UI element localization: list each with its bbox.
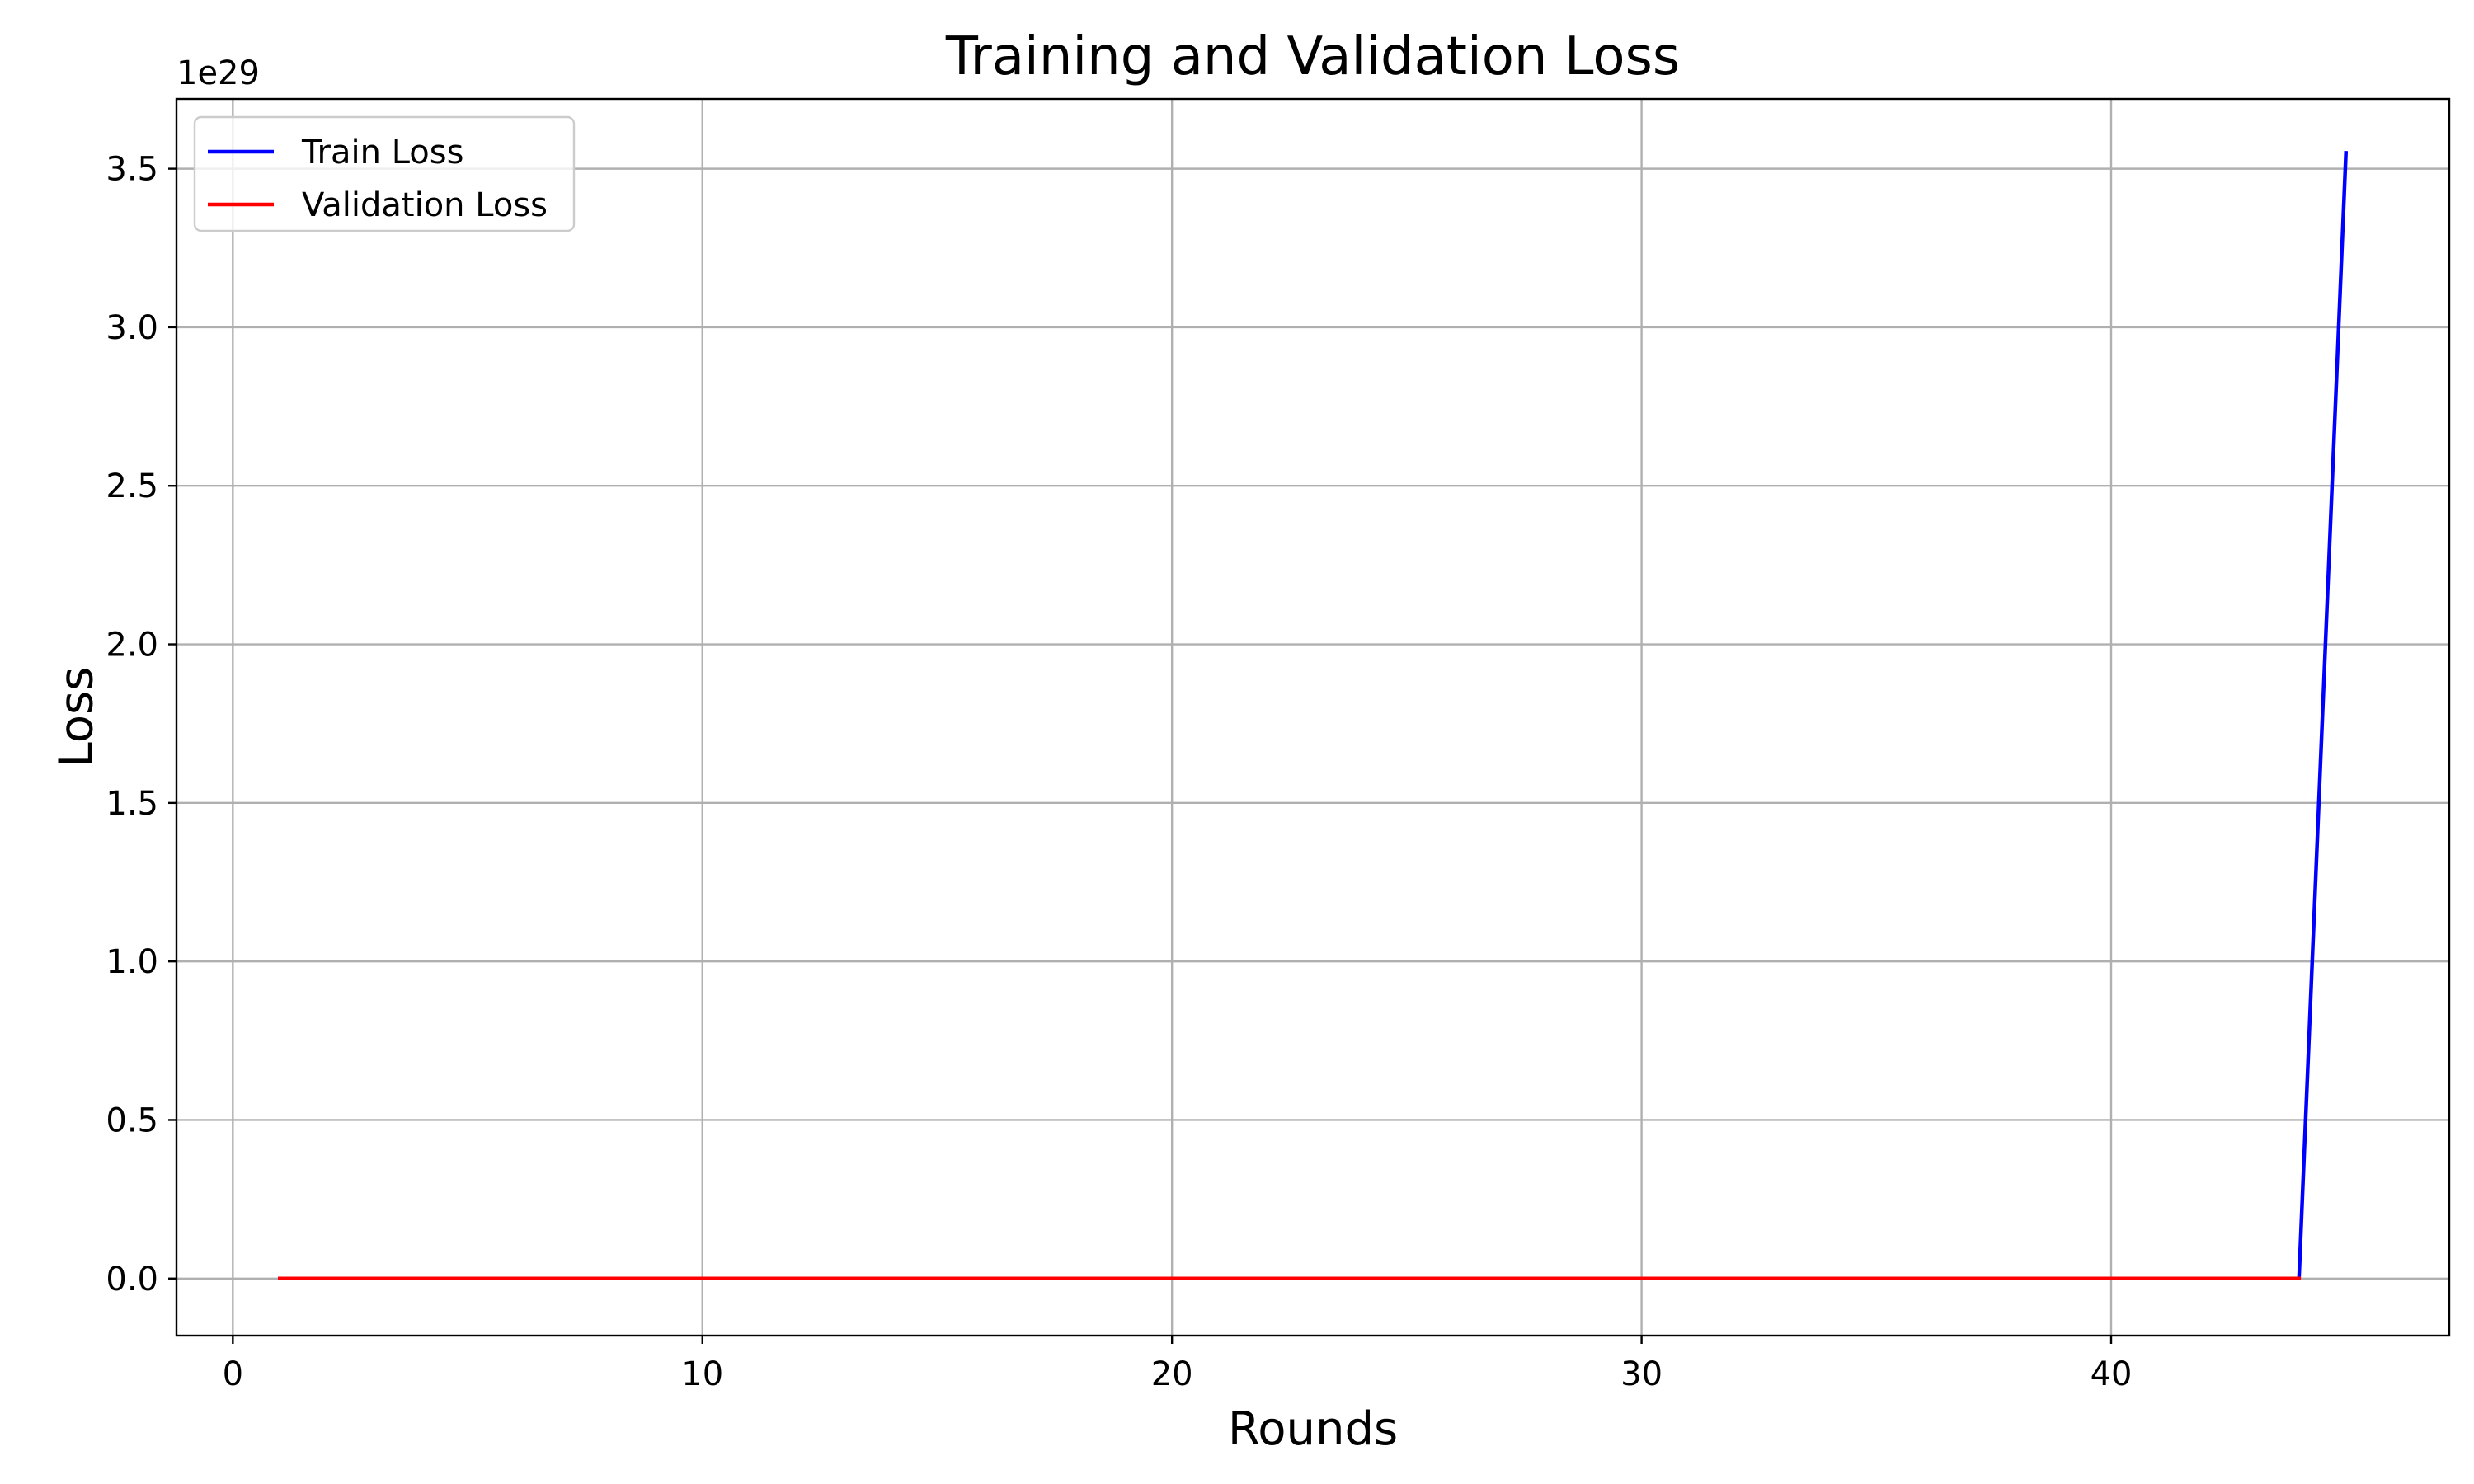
y-tick-label: 3.5 xyxy=(106,151,158,189)
y-tick-label: 1.5 xyxy=(106,785,158,823)
x-tick-label: 10 xyxy=(681,1355,723,1393)
tick-layer: 0 10 20 30 40 0.0 0.5 1.0 1.5 2.0 2.5 3.0 3.5 xyxy=(106,151,2132,1393)
y-tick-label: 0.5 xyxy=(106,1101,158,1139)
chart-title: Training and Validation Loss xyxy=(945,26,1680,87)
y-axis-offset-label: 1e29 xyxy=(176,54,260,92)
y-axis-label: Loss xyxy=(50,667,104,768)
x-axis-label: Rounds xyxy=(1228,1402,1398,1456)
x-tick-label: 0 xyxy=(223,1355,243,1393)
x-tick-label: 40 xyxy=(2091,1355,2133,1393)
legend-label-validation-loss: Validation Loss xyxy=(302,186,548,224)
series-layer xyxy=(278,151,2349,1281)
plot-frame xyxy=(175,97,2451,1337)
legend-label-train-loss: Train Loss xyxy=(301,134,463,171)
legend: Train Loss Validation Loss xyxy=(193,115,576,232)
x-tick-label: 30 xyxy=(1620,1355,1663,1393)
y-tick-label: 2.0 xyxy=(106,627,158,665)
y-tick-label: 3.0 xyxy=(106,309,158,347)
y-tick-label: 2.5 xyxy=(106,467,158,505)
y-tick-label: 1.0 xyxy=(106,943,158,981)
y-tick-label: 0.0 xyxy=(106,1261,158,1298)
grid-layer xyxy=(176,99,2449,1336)
legend-box xyxy=(193,115,576,232)
x-tick-label: 20 xyxy=(1151,1355,1193,1393)
